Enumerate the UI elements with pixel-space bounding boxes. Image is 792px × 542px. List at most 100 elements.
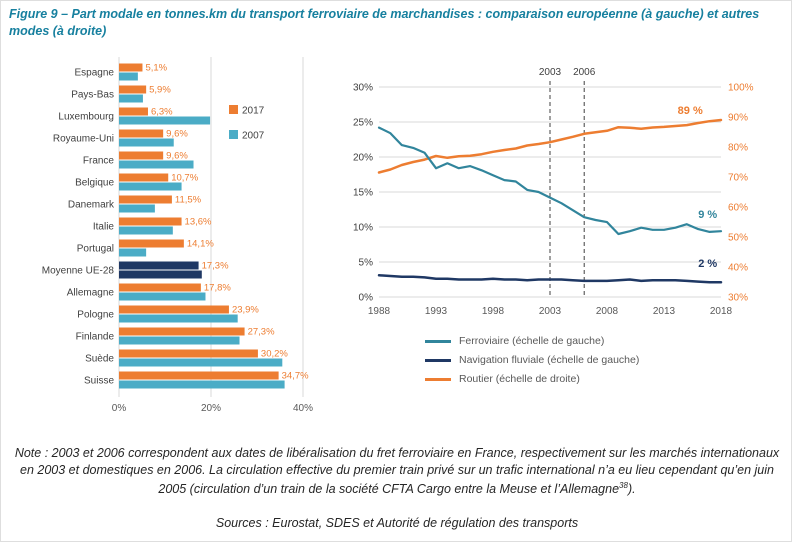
bar-value-label: 11,5% [175,195,202,206]
line-x-tick-label: 2018 [710,306,733,317]
bar-2007 [119,336,240,345]
legend-item-ferroviaire: Ferroviaire (échelle de gauche) [425,335,639,347]
european-comparison-bar-chart: 0% 20% 40% Espagne 5,1% Pays-Bas 5,9% Luxembour… [42,57,313,414]
bar-2007 [119,380,285,389]
bar-value-label: 27,3% [248,327,275,338]
legend-label-navigation: Navigation fluviale (échelle de gauche) [459,354,640,366]
bar-2017 [119,173,169,182]
right-axis-tick-label: 40% [728,263,748,274]
vline-label-2003: 2003 [539,67,562,78]
left-axis-tick-label: 20% [353,153,373,164]
right-axis-tick-label: 60% [728,203,748,214]
country-label: Italie [93,222,115,233]
bar-2017 [119,195,172,204]
bar-2017 [119,107,148,116]
vline-label-2006: 2006 [573,67,596,78]
ferroviaire-line-swatch [425,339,451,343]
bar-legend-swatch-2007 [229,130,238,139]
bar-2007 [119,270,202,279]
bar-value-label: 14,1% [187,239,214,250]
legend-item-navigation: Navigation fluviale (échelle de gauche) [425,354,639,366]
bar-2017 [119,217,182,226]
right-axis-tick-label: 80% [728,143,748,154]
bar-2007 [119,160,194,169]
line-x-tick-label: 2003 [539,306,562,317]
left-axis-tick-label: 15% [353,188,373,199]
bar-2017 [119,85,147,94]
country-label: France [83,156,115,167]
legend-label-routier: Routier (échelle de droite) [459,373,580,385]
bar-legend-swatch-2017 [229,105,238,114]
bar-2007 [119,292,206,301]
sources-line: Sources : Eurostat, SDES et Autorité de … [215,516,579,530]
right-axis-tick-label: 50% [728,233,748,244]
routier-line-swatch [425,377,451,381]
bar-value-label: 34,7% [282,371,309,382]
bar-2017 [119,305,229,314]
figure-note: Note : 2003 et 2006 correspondent aux da… [11,445,783,499]
bar-2007 [119,138,174,147]
country-label: Finlande [76,332,115,343]
country-label: Danemark [68,200,115,211]
bar-value-label: 5,9% [149,85,171,96]
bar-value-label: 9,6% [166,151,188,162]
series-line-ferroviaire [377,126,723,236]
bar-2017 [119,327,245,336]
left-axis-tick-label: 0% [359,293,374,304]
figure-title: Figure 9 – Part modale en tonnes.km du t… [9,7,760,38]
left-axis-tick-label: 5% [359,258,374,269]
bar-value-label: 13,6% [185,217,212,228]
bar-value-label: 6,3% [151,107,173,118]
right-axis-tick-label: 30% [728,293,748,304]
footnote-marker: 38 [619,480,628,490]
bar-x-tick-label: 40% [293,403,313,414]
bar-value-label: 17,3% [202,261,229,272]
bar-2017 [119,349,258,358]
legend-label-ferroviaire: Ferroviaire (échelle de gauche) [459,335,605,347]
bar-2017 [119,261,199,270]
right-axis-tick-label: 90% [728,113,748,124]
line-x-tick-label: 1988 [368,306,391,317]
country-label: Espagne [75,68,115,79]
bar-value-label: 9,6% [166,129,188,140]
bar-value-label: 5,1% [145,63,167,74]
bar-x-tick-label: 0% [112,403,127,414]
bar-2007 [119,204,155,213]
bar-legend-label-2007: 2007 [242,131,265,142]
series-end-label-ferroviaire: 9 % [698,209,717,221]
navigation-line-swatch [425,358,451,362]
bar-2017 [119,283,201,292]
bar-2007 [119,182,182,191]
modal-share-line-chart: 0% 5% 10% 15% 20% 25% 30% 30% 40% 50% 60% 70% 80% 90%… [353,67,754,317]
right-axis-tick-label: 70% [728,173,748,184]
series-end-label-navigation: 2 % [698,258,717,270]
bar-value-label: 17,8% [204,283,231,294]
left-axis-tick-label: 30% [353,83,373,94]
bar-2017 [119,63,143,72]
country-label: Luxembourg [58,112,114,123]
line-x-tick-label: 2008 [596,306,619,317]
country-label: Suède [85,354,114,365]
line-chart-legend: Ferroviaire (échelle de gauche) Navigati… [425,335,639,385]
bar-legend-label-2017: 2017 [242,106,265,117]
country-label: Portugal [77,244,114,255]
series-end-label-routier: 89 % [678,105,703,117]
country-label: Allemagne [67,288,115,299]
series-line-routier [377,118,723,174]
bar-2007 [119,358,283,367]
bar-2017 [119,371,279,380]
country-label: Pologne [77,310,114,321]
bar-2017 [119,239,184,248]
bar-2007 [119,314,238,323]
bar-2007 [119,226,173,235]
country-label: Pays-Bas [71,90,114,101]
line-x-tick-label: 2013 [653,306,676,317]
bar-2017 [119,129,164,138]
note-tail: ). [627,481,636,496]
bar-value-label: 23,9% [232,305,259,316]
bar-2007 [119,248,147,257]
line-x-tick-label: 1993 [425,306,448,317]
legend-item-routier: Routier (échelle de droite) [425,373,639,385]
country-label: Belgique [75,178,114,189]
line-x-tick-label: 1998 [482,306,505,317]
